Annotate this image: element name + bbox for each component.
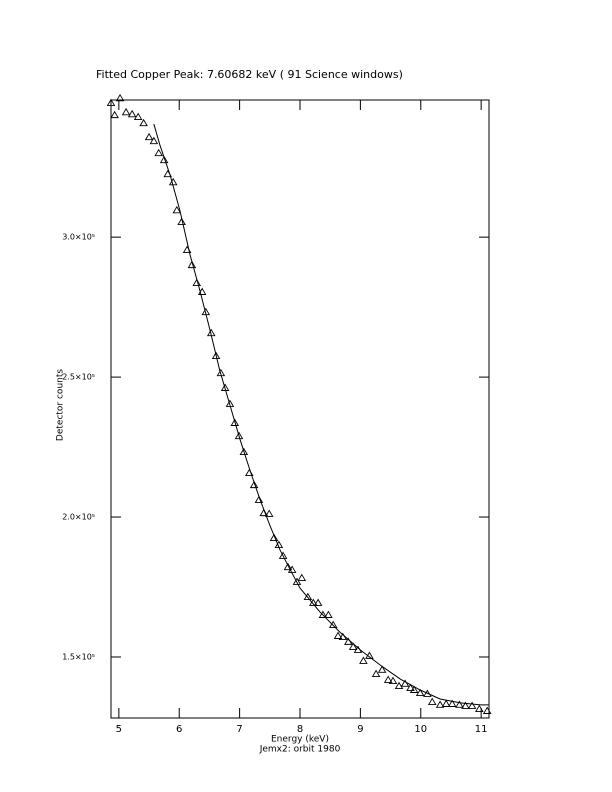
- y-tick-label: 3.0×10⁵: [62, 233, 95, 242]
- x-tick-label: 11: [475, 724, 488, 735]
- x-tick-label: 8: [297, 724, 303, 735]
- data-point: [297, 573, 307, 582]
- data-point: [133, 112, 143, 121]
- data-point: [220, 383, 230, 391]
- data-point: [127, 109, 137, 118]
- data-point: [359, 656, 368, 664]
- data-point: [318, 610, 328, 618]
- x-axis-label: Energy (keV): [271, 735, 329, 745]
- data-point: [234, 431, 244, 440]
- data-point: [475, 704, 484, 712]
- y-tick-label: 2.0×10⁵: [62, 513, 95, 522]
- data-point: [278, 551, 288, 559]
- data-point: [239, 447, 249, 456]
- data-point: [348, 642, 358, 650]
- data-point: [139, 118, 148, 127]
- data-point: [324, 610, 333, 618]
- data-point: [377, 665, 387, 673]
- data-point: [269, 533, 279, 541]
- chart-title: Fitted Copper Peak: 7.60682 keV ( 91 Sci…: [96, 68, 403, 81]
- data-point: [333, 631, 343, 639]
- data-point: [283, 562, 293, 571]
- data-point: [441, 699, 451, 707]
- data-point: [192, 278, 202, 286]
- data-point: [249, 480, 259, 489]
- subtitle: Jemx2: orbit 1980: [259, 745, 341, 755]
- data-point: [313, 598, 323, 606]
- data-point: [154, 148, 163, 157]
- data-point: [383, 675, 393, 683]
- data-point: [461, 701, 470, 709]
- data-point: [159, 155, 169, 164]
- data-point: [435, 700, 445, 708]
- data-point: [371, 669, 381, 678]
- x-tick-label: 5: [116, 724, 122, 735]
- data-point: [292, 577, 302, 585]
- data-point: [264, 509, 274, 517]
- data-point: [106, 98, 116, 107]
- x-tick-label: 10: [414, 724, 427, 735]
- data-point: [211, 351, 221, 360]
- data-point: [177, 217, 186, 225]
- data-point: [482, 706, 492, 714]
- x-tick-label: 9: [357, 724, 363, 735]
- data-point: [415, 688, 425, 697]
- data-point: [447, 699, 457, 707]
- data-point: [423, 689, 432, 697]
- data-point: [455, 700, 464, 708]
- x-tick-label: 6: [176, 724, 182, 735]
- data-point: [115, 93, 125, 102]
- y-tick-label: 1.5×10⁵: [62, 652, 95, 661]
- data-point: [168, 177, 178, 186]
- data-point: [409, 685, 419, 693]
- data-point: [303, 592, 313, 601]
- data-point: [467, 701, 477, 709]
- y-axis-label: Detector counts: [56, 369, 66, 441]
- data-point: [400, 679, 410, 687]
- fit-line: [153, 123, 489, 706]
- data-point: [254, 495, 264, 503]
- plot-frame: [110, 99, 490, 719]
- data-point: [144, 132, 154, 141]
- data-point: [121, 107, 131, 116]
- x-tick-label: 7: [236, 724, 242, 735]
- y-tick-label: 2.5×10⁵: [62, 373, 95, 382]
- data-point: [230, 418, 240, 426]
- data-point: [328, 620, 338, 629]
- data-point: [172, 205, 182, 214]
- data-point: [187, 260, 197, 269]
- data-point: [388, 676, 398, 685]
- data-point: [149, 136, 159, 145]
- data-point: [394, 681, 404, 690]
- data-point: [110, 110, 119, 119]
- data-point: [406, 683, 415, 692]
- data-point: [427, 697, 437, 705]
